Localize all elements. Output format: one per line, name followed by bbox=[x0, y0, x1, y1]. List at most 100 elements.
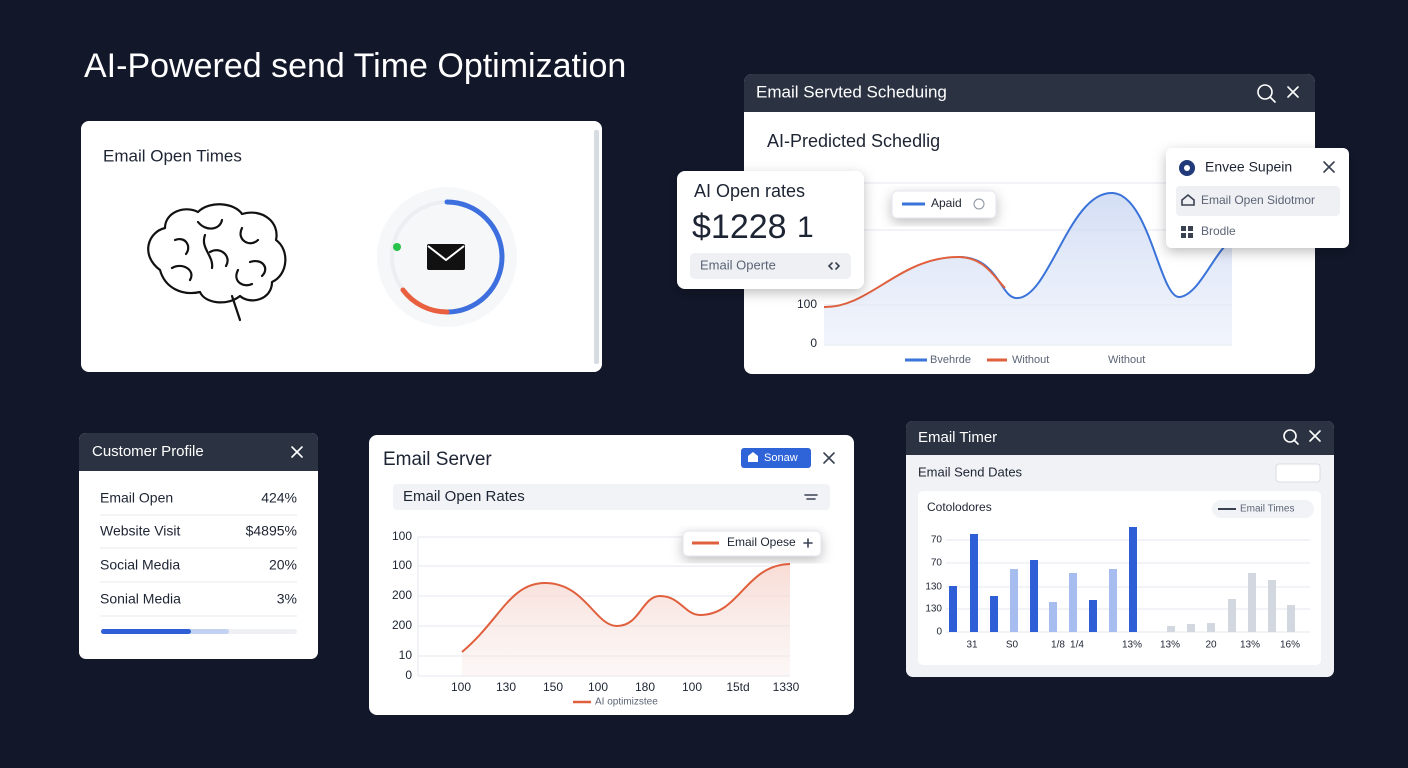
group bbox=[173, 218, 260, 256]
y-tick-label: 70 bbox=[931, 535, 943, 546]
bar bbox=[1129, 527, 1137, 632]
search-icon[interactable] bbox=[1283, 429, 1297, 443]
panel-header-title: Email Timer bbox=[918, 429, 997, 446]
tooltip-icon bbox=[973, 198, 985, 210]
search-icon[interactable] bbox=[1257, 84, 1273, 100]
dropdown-title: Envee Supein bbox=[1205, 159, 1292, 175]
y-tick-label: 70 bbox=[931, 558, 943, 569]
bar bbox=[1187, 624, 1195, 632]
item-highlight[interactable] bbox=[1176, 186, 1340, 216]
bar bbox=[1089, 600, 1097, 632]
status-dot bbox=[393, 243, 401, 251]
y-tick-label: 10 bbox=[399, 648, 413, 662]
x-tick-label: 13% bbox=[1240, 640, 1260, 651]
x-tick-label: S0 bbox=[1006, 640, 1019, 651]
open-times-panel: Email Open Times bbox=[81, 121, 602, 372]
close-button[interactable] bbox=[291, 446, 303, 458]
close-button[interactable] bbox=[823, 452, 835, 464]
row-value: 3% bbox=[277, 591, 297, 607]
chart-card bbox=[918, 491, 1321, 665]
scrollbar bbox=[594, 130, 599, 364]
envelope-flap bbox=[427, 245, 465, 262]
row-label: Email Open bbox=[100, 490, 173, 506]
bar bbox=[1167, 626, 1175, 632]
x-tick-label: 180 bbox=[635, 680, 655, 694]
panel-header bbox=[744, 74, 1315, 112]
panel-title: Email Server bbox=[383, 449, 492, 470]
bar bbox=[1010, 569, 1018, 632]
y-tick-label: 200 bbox=[392, 618, 412, 632]
legend-item: AI optimizstee bbox=[595, 697, 658, 708]
code-icon bbox=[827, 262, 841, 270]
line-blue bbox=[959, 191, 1233, 300]
bar bbox=[1287, 605, 1295, 632]
page-title: AI-Powered send Time Optimization bbox=[84, 47, 626, 85]
tooltip-text: Apaid bbox=[931, 196, 962, 210]
bar bbox=[990, 596, 998, 632]
x-tick-label: 15td bbox=[726, 680, 749, 694]
panel-subtitle: Email Send Dates bbox=[918, 464, 1023, 479]
x-tick-label: 1330 bbox=[773, 680, 800, 694]
filter-pill[interactable] bbox=[1212, 500, 1314, 518]
tooltip bbox=[891, 190, 997, 219]
x-tick-label: 1/4 bbox=[1070, 640, 1084, 651]
bars bbox=[949, 527, 1295, 632]
card-value-suffix: 1 bbox=[797, 211, 814, 244]
line-red bbox=[461, 563, 791, 653]
dropdown-item[interactable]: Email Open Sidotmor bbox=[1201, 193, 1315, 207]
legend-item: Without bbox=[1012, 354, 1049, 366]
y-tick-label: 0 bbox=[405, 668, 412, 682]
toolbar[interactable] bbox=[1275, 463, 1321, 483]
row-value: 424% bbox=[261, 490, 297, 506]
dropdown-item[interactable]: Brodle bbox=[1201, 224, 1236, 238]
x-tick-label: 31 bbox=[966, 640, 978, 651]
panel-header bbox=[79, 433, 318, 471]
y-tick-label: 0 bbox=[936, 627, 942, 638]
bar bbox=[1248, 573, 1256, 632]
panel-title: Email Open Times bbox=[103, 146, 242, 165]
close-button[interactable] bbox=[1309, 430, 1321, 442]
bar bbox=[970, 534, 978, 632]
button-label[interactable]: Sonaw bbox=[764, 452, 798, 464]
legend-item: Bvehrde bbox=[930, 354, 971, 366]
close-button[interactable] bbox=[1287, 86, 1299, 98]
tooltip-text: Email Opese bbox=[727, 535, 796, 549]
brain-icon bbox=[147, 203, 287, 322]
row-value: $4895% bbox=[246, 523, 297, 539]
search-icon-handle bbox=[1269, 96, 1276, 103]
chart-title: Cotolodores bbox=[927, 500, 992, 514]
y-tick-label: 0 bbox=[810, 336, 817, 350]
subheader-text: Email Open Rates bbox=[403, 488, 525, 505]
tooltip bbox=[682, 530, 822, 557]
card-value: $1228 bbox=[692, 208, 787, 246]
profile-rows: Email Open 424% Website Visit $4895% Social … bbox=[100, 490, 297, 617]
x-tick-label: 100 bbox=[682, 680, 702, 694]
open-rates-card: AI Open rates $1228 1 Email Operte bbox=[677, 171, 864, 289]
filter-label[interactable]: Email Times bbox=[1240, 504, 1294, 515]
card-title: AI Open rates bbox=[694, 181, 805, 201]
customer-profile-panel: Customer Profile Email Open 424% Website V… bbox=[79, 433, 318, 659]
bar bbox=[949, 586, 957, 632]
x-tick-label: 150 bbox=[543, 680, 563, 694]
group bbox=[147, 203, 287, 304]
bar bbox=[1069, 573, 1077, 632]
search-icon-handle bbox=[1293, 439, 1299, 445]
field-text: Email Operte bbox=[700, 257, 776, 272]
x-tick-label: 20 bbox=[1205, 640, 1217, 651]
panel bbox=[79, 433, 318, 659]
x-tick-label: 130 bbox=[496, 680, 516, 694]
area bbox=[462, 564, 790, 676]
panel-header-title: Customer Profile bbox=[92, 443, 204, 460]
group bbox=[170, 249, 267, 282]
row-label: Website Visit bbox=[100, 523, 181, 539]
bar bbox=[1268, 580, 1276, 632]
subheader bbox=[393, 484, 830, 510]
bar bbox=[1049, 602, 1057, 632]
chart-title: AI-Predicted Schedlig bbox=[767, 131, 940, 151]
group bbox=[230, 294, 242, 322]
plus-icon bbox=[803, 538, 813, 548]
close-button[interactable] bbox=[1323, 161, 1335, 173]
button[interactable] bbox=[741, 448, 811, 468]
